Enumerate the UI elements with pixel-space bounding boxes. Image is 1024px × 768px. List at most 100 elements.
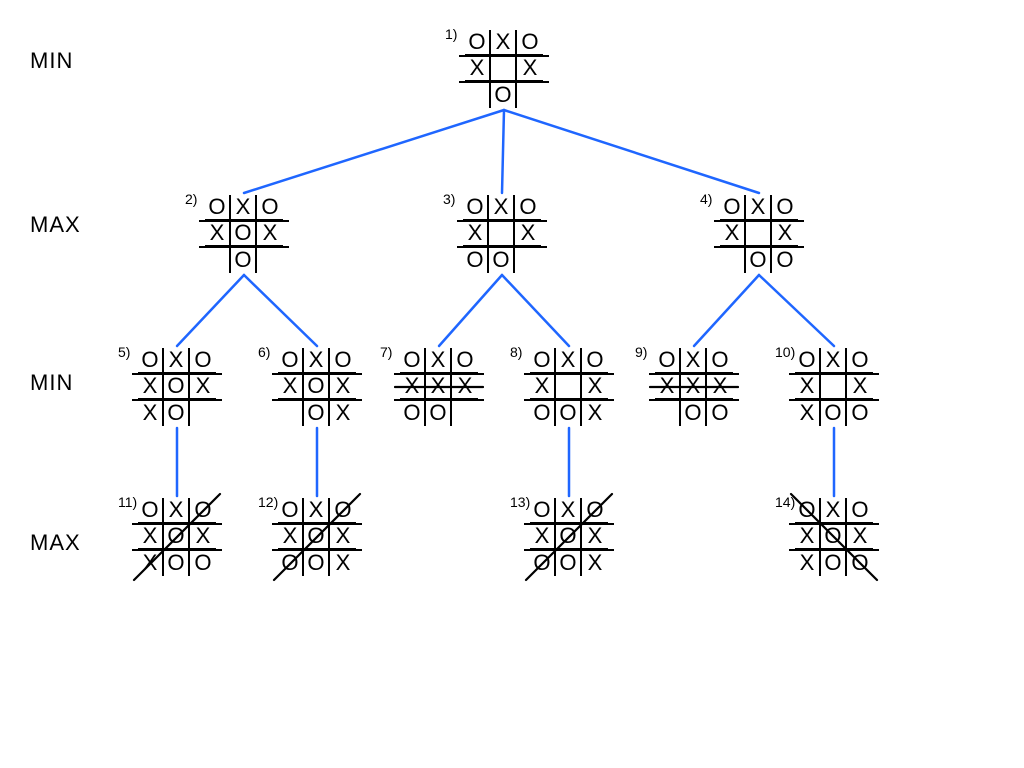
- board-cell: X: [190, 374, 216, 400]
- board-cell: X: [257, 221, 283, 247]
- board-cell: X: [821, 348, 847, 374]
- tree-edge: [694, 275, 759, 346]
- board-cell: O: [463, 247, 489, 273]
- board-cell: O: [582, 348, 608, 374]
- board-cell: X: [746, 195, 772, 221]
- board-cell: [491, 56, 517, 82]
- board-cell: X: [164, 498, 190, 524]
- board-cell: [517, 82, 543, 108]
- board-cell: [489, 221, 515, 247]
- board-cell: O: [164, 524, 190, 550]
- board-cell: X: [795, 400, 821, 426]
- board-cell: X: [795, 550, 821, 576]
- tictactoe-board: OXOXXXOO: [795, 348, 873, 426]
- tictactoe-board: OXOXXOOX: [530, 348, 608, 426]
- board-cell: X: [582, 400, 608, 426]
- board-cell: O: [655, 348, 681, 374]
- board-cell: X: [847, 374, 873, 400]
- board-cell: X: [231, 195, 257, 221]
- board-cell: O: [330, 348, 356, 374]
- board-cell: X: [489, 195, 515, 221]
- board-cell: [720, 247, 746, 273]
- board-cell: X: [138, 524, 164, 550]
- tictactoe-board: OXOXXXOO: [400, 348, 478, 426]
- tree-edge: [177, 275, 244, 346]
- board-cell: O: [582, 498, 608, 524]
- node-label: 13): [510, 494, 530, 510]
- board-cell: O: [530, 498, 556, 524]
- board-cell: O: [278, 550, 304, 576]
- board-cell: [205, 247, 231, 273]
- board-cell: O: [821, 550, 847, 576]
- board-cell: X: [400, 374, 426, 400]
- board-cell: X: [720, 221, 746, 247]
- board-cell: [556, 374, 582, 400]
- board-cell: X: [138, 374, 164, 400]
- board-cell: X: [795, 374, 821, 400]
- board-cell: X: [465, 56, 491, 82]
- board-cell: O: [304, 550, 330, 576]
- board-cell: O: [426, 400, 452, 426]
- board-cell: O: [681, 400, 707, 426]
- board-cell: O: [304, 374, 330, 400]
- board-cell: O: [452, 348, 478, 374]
- board-cell: X: [582, 550, 608, 576]
- board-cell: O: [847, 498, 873, 524]
- board-cell: X: [278, 374, 304, 400]
- board-cell: O: [795, 348, 821, 374]
- board-cell: X: [205, 221, 231, 247]
- board-cell: X: [330, 524, 356, 550]
- board-cell: X: [278, 524, 304, 550]
- node-label: 9): [635, 344, 647, 360]
- tictactoe-board: OXOXXO: [465, 30, 543, 108]
- board-cell: X: [330, 400, 356, 426]
- board-cell: O: [257, 195, 283, 221]
- board-cell: X: [707, 374, 733, 400]
- tictactoe-board: OXOXOXXOO: [138, 498, 216, 576]
- board-cell: X: [847, 524, 873, 550]
- board-cell: O: [772, 195, 798, 221]
- board-cell: O: [138, 498, 164, 524]
- board-cell: [257, 247, 283, 273]
- board-cell: X: [330, 374, 356, 400]
- board-cell: O: [304, 400, 330, 426]
- node-label: 1): [445, 26, 457, 42]
- board-cell: O: [847, 550, 873, 576]
- board-cell: X: [190, 524, 216, 550]
- tree-edge: [502, 275, 569, 346]
- board-cell: O: [821, 400, 847, 426]
- board-cell: O: [556, 524, 582, 550]
- board-cell: O: [530, 550, 556, 576]
- tree-edge: [439, 275, 502, 346]
- node-label: 10): [775, 344, 795, 360]
- board-cell: X: [655, 374, 681, 400]
- board-cell: X: [795, 524, 821, 550]
- tictactoe-board: OXOXOXOOX: [278, 498, 356, 576]
- board-cell: O: [847, 348, 873, 374]
- board-cell: X: [452, 374, 478, 400]
- board-cell: [190, 400, 216, 426]
- board-cell: X: [426, 348, 452, 374]
- board-cell: X: [530, 524, 556, 550]
- board-cell: O: [231, 221, 257, 247]
- level-label: MIN: [30, 370, 73, 396]
- board-cell: O: [304, 524, 330, 550]
- tree-edge: [759, 275, 834, 346]
- tree-edge: [244, 275, 317, 346]
- board-cell: X: [517, 56, 543, 82]
- board-cell: O: [707, 400, 733, 426]
- tictactoe-board: OXOXOXOX: [278, 348, 356, 426]
- board-cell: O: [795, 498, 821, 524]
- board-cell: O: [556, 400, 582, 426]
- board-cell: O: [190, 348, 216, 374]
- tictactoe-board: OXOXOXXOO: [795, 498, 873, 576]
- board-cell: [515, 247, 541, 273]
- board-cell: O: [746, 247, 772, 273]
- board-cell: X: [304, 498, 330, 524]
- level-label: MIN: [30, 48, 73, 74]
- node-label: 12): [258, 494, 278, 510]
- board-cell: X: [491, 30, 517, 56]
- board-cell: [746, 221, 772, 247]
- board-cell: O: [330, 498, 356, 524]
- board-cell: [821, 374, 847, 400]
